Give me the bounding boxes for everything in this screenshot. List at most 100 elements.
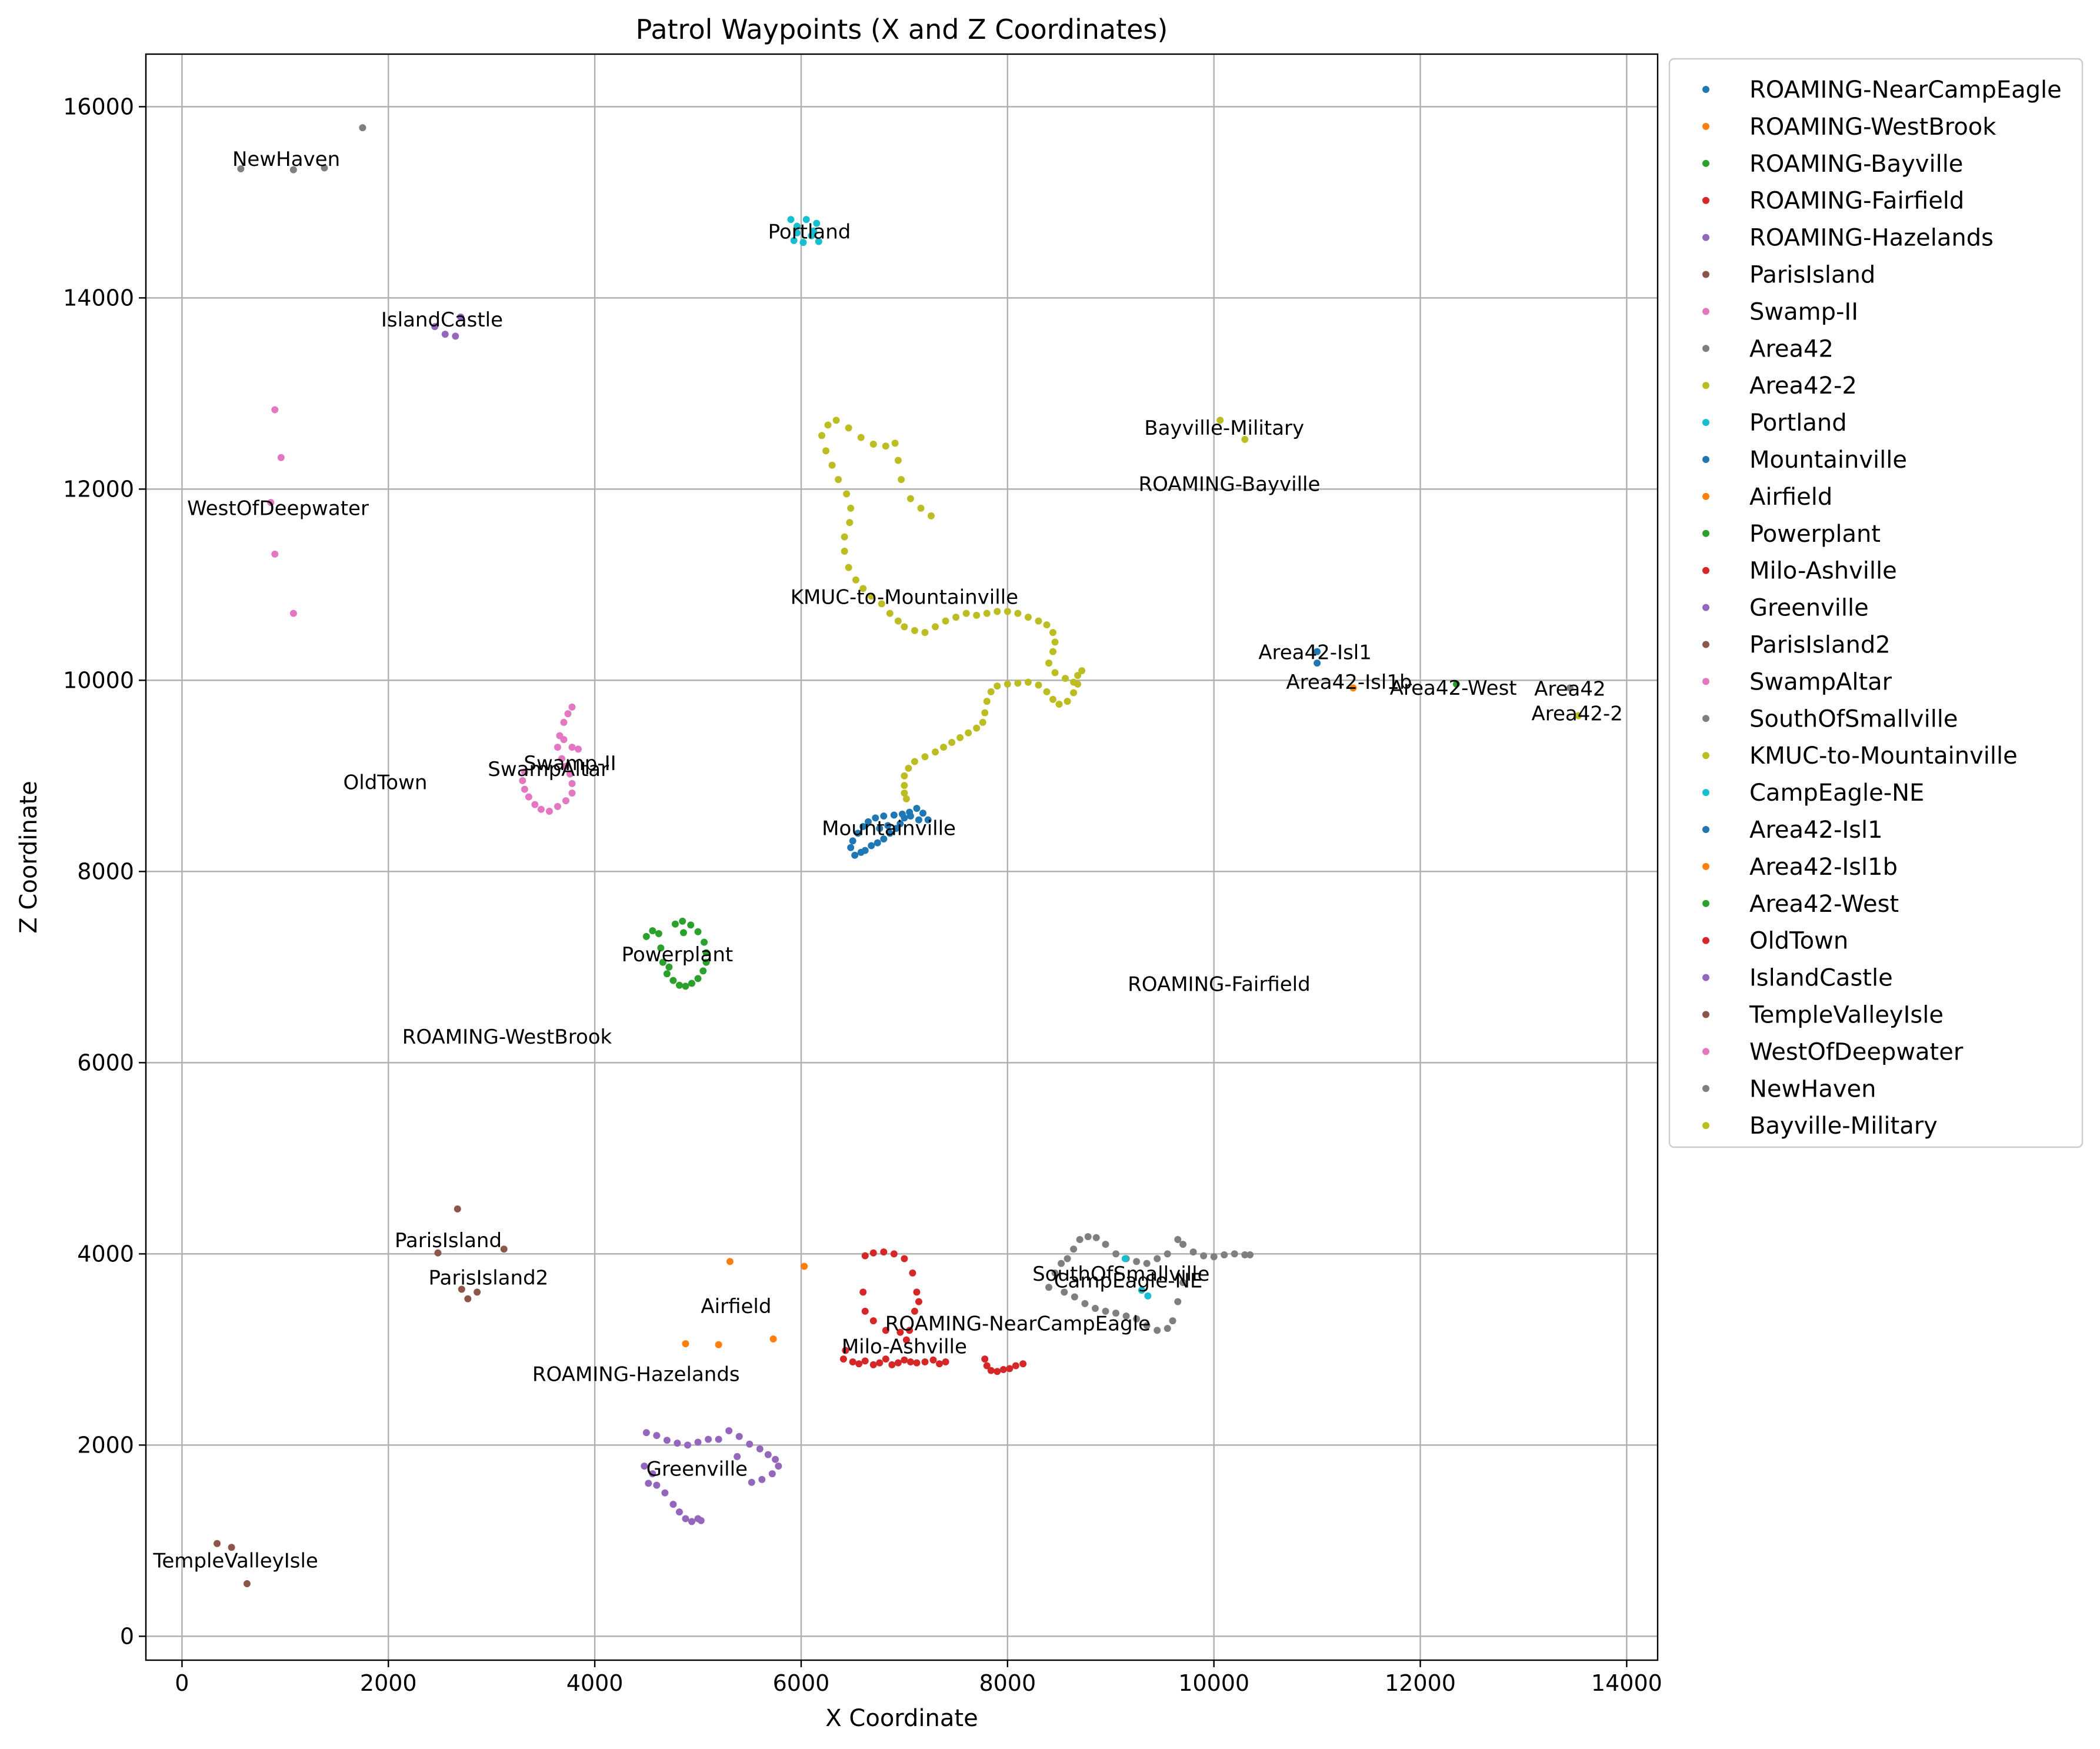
data-point xyxy=(659,958,666,966)
data-point xyxy=(237,165,245,172)
data-point xyxy=(434,1249,442,1257)
data-point xyxy=(1200,1252,1208,1260)
data-point xyxy=(906,495,914,502)
data-point xyxy=(901,1255,908,1262)
chart-title: Patrol Waypoints (X and Z Coordinates) xyxy=(636,14,1168,45)
data-point xyxy=(880,1248,888,1256)
data-point xyxy=(815,238,822,245)
point-annotation: OldTown xyxy=(344,771,428,795)
data-point xyxy=(894,457,902,464)
data-point xyxy=(890,811,898,819)
legend-label: Greenville xyxy=(1749,595,1869,622)
point-annotation: SwampAltar xyxy=(488,758,609,781)
data-point xyxy=(431,323,439,331)
y-tick-label: 4000 xyxy=(77,1241,134,1267)
data-point xyxy=(1091,1305,1099,1312)
legend-label: Area42-Isl1 xyxy=(1749,817,1883,844)
data-point xyxy=(452,332,459,340)
legend-marker xyxy=(1702,862,1709,870)
x-tick-label: 12000 xyxy=(1385,1670,1456,1696)
legend-label: ROAMING-Fairfield xyxy=(1749,188,1964,215)
x-tick-label: 10000 xyxy=(1178,1670,1249,1696)
data-point xyxy=(983,609,991,617)
data-point xyxy=(952,614,960,621)
data-point xyxy=(793,222,801,230)
data-point xyxy=(1004,680,1011,688)
data-point xyxy=(940,744,948,751)
data-point xyxy=(822,447,830,455)
point-annotation: SouthOfSmallville xyxy=(1032,1262,1209,1286)
legend-label: Bayville-Military xyxy=(1749,1112,1938,1140)
data-point xyxy=(1014,609,1022,617)
data-point xyxy=(913,1359,921,1367)
data-point xyxy=(675,981,683,989)
data-point xyxy=(854,829,862,837)
data-point xyxy=(962,609,970,617)
data-point xyxy=(956,734,964,741)
legend-marker xyxy=(1702,419,1709,427)
data-point xyxy=(321,164,328,172)
legend-marker xyxy=(1702,345,1709,352)
data-point xyxy=(687,921,695,929)
data-point xyxy=(919,809,926,817)
data-point xyxy=(1076,1236,1084,1243)
data-point xyxy=(965,729,972,737)
legend-label: Swamp-II xyxy=(1749,298,1858,325)
data-point xyxy=(1049,629,1056,637)
data-point xyxy=(835,476,842,484)
data-point xyxy=(271,406,279,414)
data-point xyxy=(901,789,908,797)
data-point xyxy=(775,1463,782,1470)
data-point xyxy=(1051,669,1059,677)
data-point xyxy=(682,1515,689,1523)
data-point xyxy=(1143,1322,1151,1330)
data-point xyxy=(886,609,894,617)
data-point xyxy=(911,758,918,765)
data-point xyxy=(568,789,576,797)
legend-marker xyxy=(1702,974,1709,981)
data-point xyxy=(894,617,902,625)
data-point xyxy=(756,1445,764,1452)
data-point xyxy=(921,1358,929,1365)
legend-label: ROAMING-Hazelands xyxy=(1749,225,1994,252)
legend-label: Powerplant xyxy=(1749,521,1881,548)
point-annotation: Airfield xyxy=(701,1295,771,1318)
data-point xyxy=(846,519,854,527)
data-point xyxy=(847,844,855,851)
point-annotation: ROAMING-Bayville xyxy=(1139,473,1321,497)
legend-marker xyxy=(1702,715,1709,722)
y-tick-label: 0 xyxy=(120,1623,134,1649)
point-annotation: IslandCastle xyxy=(381,308,503,332)
data-point xyxy=(845,564,852,571)
data-point xyxy=(927,512,935,519)
data-point xyxy=(1241,1251,1249,1258)
point-annotation: Mountainville xyxy=(822,817,956,841)
data-point xyxy=(921,753,929,761)
data-point xyxy=(1049,648,1056,655)
data-point xyxy=(994,1368,1001,1375)
data-point xyxy=(735,1432,743,1440)
x-tick-label: 6000 xyxy=(773,1670,830,1696)
point-annotation: Area42 xyxy=(1534,677,1606,701)
data-point xyxy=(1084,1233,1092,1241)
data-point xyxy=(705,1435,712,1443)
data-point xyxy=(1144,1292,1152,1300)
data-point xyxy=(855,1360,863,1368)
data-point xyxy=(521,768,528,776)
data-point xyxy=(519,777,526,784)
data-point xyxy=(1019,1360,1027,1368)
data-point xyxy=(663,1437,671,1444)
legend-label: Milo-Ashville xyxy=(1749,558,1897,585)
data-point xyxy=(1081,1300,1089,1307)
data-point xyxy=(869,1317,877,1325)
data-point xyxy=(911,627,918,634)
data-point xyxy=(1231,1250,1238,1258)
legend-marker xyxy=(1702,122,1709,130)
data-point xyxy=(878,600,885,608)
data-point xyxy=(671,920,679,928)
data-point xyxy=(901,623,908,631)
data-point xyxy=(568,779,576,787)
data-point xyxy=(841,533,848,541)
data-point xyxy=(715,1435,722,1443)
legend-label: ParisIsland xyxy=(1749,262,1875,289)
